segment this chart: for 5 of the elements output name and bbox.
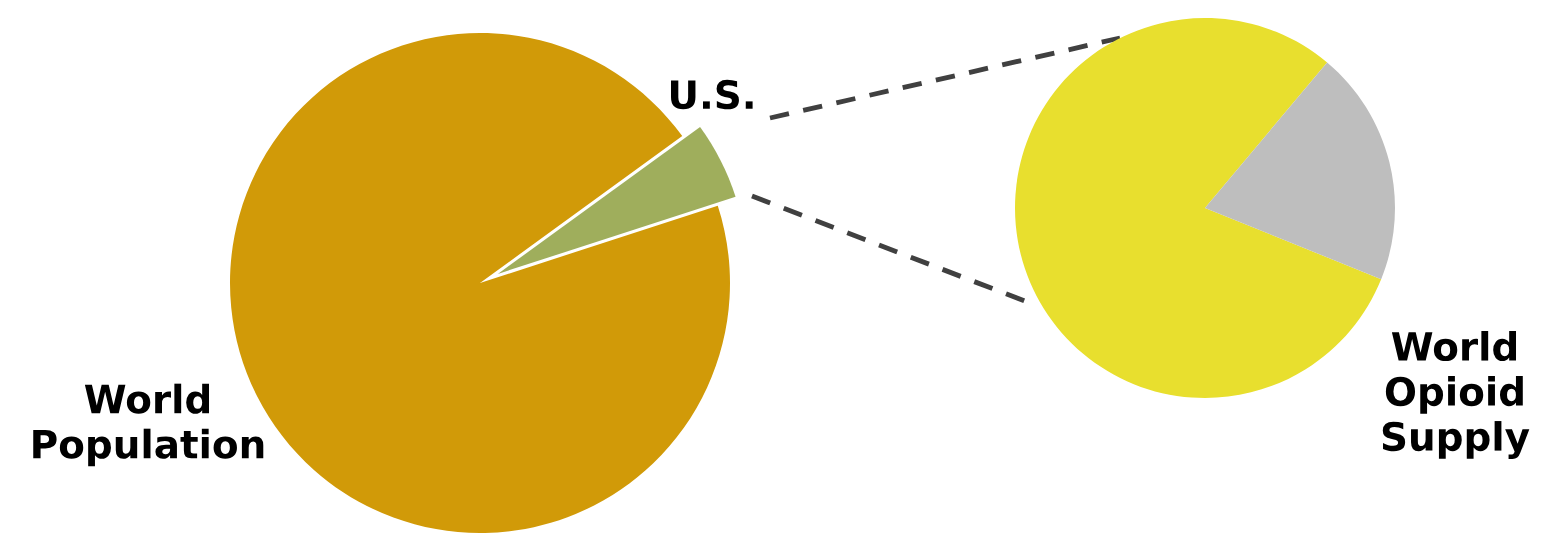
text: World Opioid Supply xyxy=(1382,331,1530,459)
pie-slice xyxy=(1015,18,1382,398)
slice-label: U.S. xyxy=(671,79,753,110)
pie-slice xyxy=(1205,62,1395,280)
text: World Population xyxy=(33,383,264,467)
